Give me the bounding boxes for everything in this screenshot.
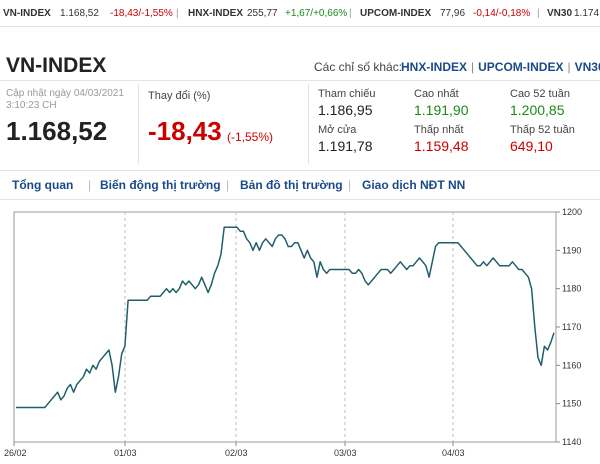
- x-tick-label: 01/03: [114, 448, 137, 458]
- section-tabs: Tổng quan | Biến động thị trường | Bản đ…: [0, 170, 600, 200]
- x-tick-label: 02/03: [225, 448, 248, 458]
- y-tick-label: 1170: [562, 322, 581, 332]
- y-tick-label: 1180: [562, 284, 581, 294]
- current-price: 1.168,52: [6, 116, 108, 146]
- stat-value: 1.191,90: [414, 102, 469, 118]
- stat-value: 649,10: [510, 138, 553, 154]
- y-tick-label: 1160: [562, 360, 581, 370]
- x-tick-label: 04/03: [442, 448, 465, 458]
- tab-market-movement[interactable]: Biến động thị trường: [100, 178, 221, 192]
- stat-open: Mở cửa 1.191,78: [318, 124, 373, 154]
- stat-label: Tham chiếu: [318, 88, 376, 100]
- index-chart: 26/02 01/03 02/03 03/03 04/03 1140 1150 1160 117…: [4, 207, 582, 458]
- stat-high-52w: Cao 52 tuần 1.200,85: [510, 88, 570, 118]
- stat-value: 1.200,85: [510, 102, 565, 118]
- ticker-name[interactable]: UPCOM-INDEX: [360, 8, 432, 19]
- tab-overview[interactable]: Tổng quan: [12, 178, 74, 192]
- index-series-line: [16, 226, 555, 409]
- link-upcom-index[interactable]: UPCOM-INDEX: [478, 60, 564, 74]
- stat-label: Mở cửa: [318, 124, 357, 136]
- y-tick-label: 1140: [562, 437, 581, 447]
- x-tick-label: 03/03: [334, 448, 357, 458]
- header-divider: [0, 80, 600, 81]
- stat-label: Cao nhất: [414, 88, 459, 100]
- tab-foreign-trading[interactable]: Giao dịch NĐT NN: [362, 178, 466, 192]
- ticker-change: +1,67/+0,66%: [285, 8, 348, 19]
- ticker-value: 1.168,52: [60, 8, 99, 19]
- tab-separator: |: [226, 178, 230, 192]
- stat-low: Thấp nhất 1.159,48: [414, 124, 469, 154]
- last-updated: Cập nhật ngày 04/03/2021 3:10:23 CH: [6, 88, 124, 112]
- column-divider: [138, 84, 139, 164]
- link-hnx-index[interactable]: HNX-INDEX: [401, 60, 468, 74]
- stat-value: 1.186,95: [318, 102, 373, 118]
- page-title: VN-INDEX: [6, 54, 107, 77]
- ticker-value: 255,77: [247, 8, 278, 19]
- change-value: -18,43: [148, 116, 222, 146]
- ticker-separator: |: [176, 8, 179, 19]
- tab-separator: |: [88, 178, 92, 192]
- ticker-value: 1.174: [574, 8, 600, 19]
- change-percent: (-1,55%): [227, 130, 274, 144]
- other-indices-links: HNX-INDEX|UPCOM-INDEX|VN30: [401, 60, 600, 74]
- index-ticker: VN-INDEX 1.168,52 -18,43/-1,55% | HNX-IN…: [0, 0, 600, 27]
- plot-frame: [13, 211, 557, 443]
- tab-market-map[interactable]: Bản đồ thị trường: [240, 178, 343, 192]
- link-divider: |: [567, 60, 571, 74]
- x-tick-label: 26/02: [4, 448, 27, 458]
- last-updated-time: 3:10:23 CH: [6, 100, 57, 111]
- other-indices-label: Các chỉ số khác:: [314, 60, 403, 74]
- stat-value: 1.159,48: [414, 138, 469, 154]
- stat-reference: Tham chiếu 1.186,95: [318, 88, 375, 118]
- stat-label: Cao 52 tuần: [510, 88, 570, 100]
- ticker-change: -18,43/-1,55%: [110, 8, 173, 19]
- stat-high: Cao nhất 1.191,90: [414, 88, 469, 118]
- stat-value: 1.191,78: [318, 138, 373, 154]
- y-tick-label: 1190: [562, 245, 581, 255]
- ticker-value: 77,96: [440, 8, 466, 19]
- ticker-name[interactable]: VN30: [547, 8, 573, 19]
- stat-low-52w: Thấp 52 tuần 649,10: [510, 124, 575, 154]
- tab-separator: |: [348, 178, 352, 192]
- ticker-name[interactable]: HNX-INDEX: [188, 8, 244, 19]
- stat-label: Thấp 52 tuần: [510, 124, 575, 136]
- link-divider: |: [471, 60, 475, 74]
- link-vn30[interactable]: VN30: [574, 60, 600, 74]
- ticker-separator: |: [537, 8, 540, 19]
- y-tick-label: 1150: [562, 399, 581, 409]
- change-label: Thay đổi (%): [148, 90, 211, 102]
- stat-label: Thấp nhất: [414, 124, 464, 136]
- ticker-change: -0,14/-0,18%: [473, 8, 531, 19]
- column-divider: [308, 84, 309, 164]
- ticker-name[interactable]: VN-INDEX: [3, 8, 51, 19]
- ticker-separator: |: [349, 8, 352, 19]
- y-tick-label: 1200: [562, 207, 582, 217]
- last-updated-date: Cập nhật ngày 04/03/2021: [6, 88, 124, 99]
